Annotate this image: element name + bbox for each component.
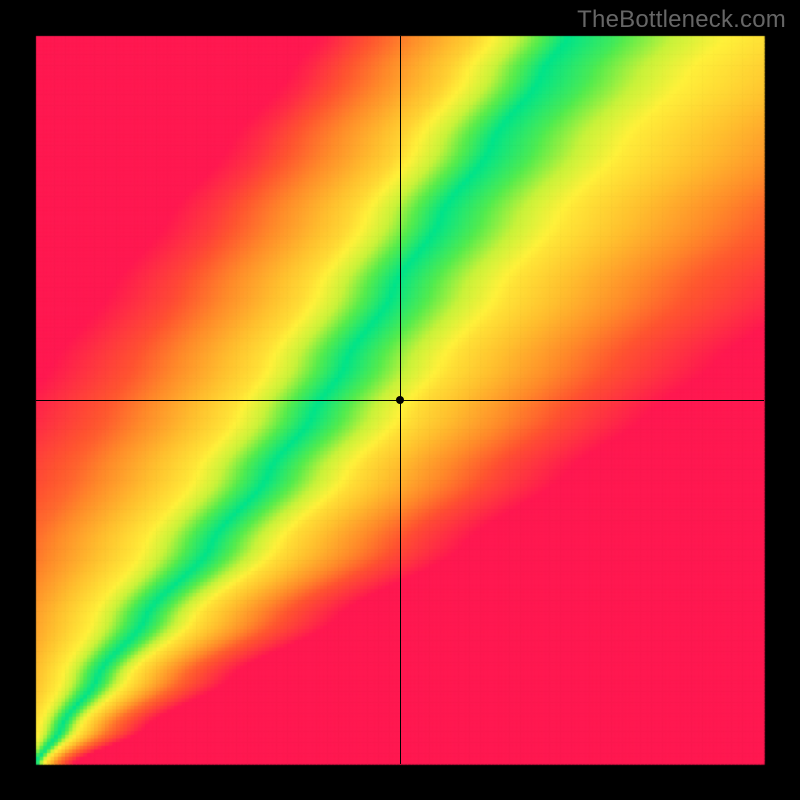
crosshair-point [396,396,404,404]
watermark-text: TheBottleneck.com [577,6,786,34]
